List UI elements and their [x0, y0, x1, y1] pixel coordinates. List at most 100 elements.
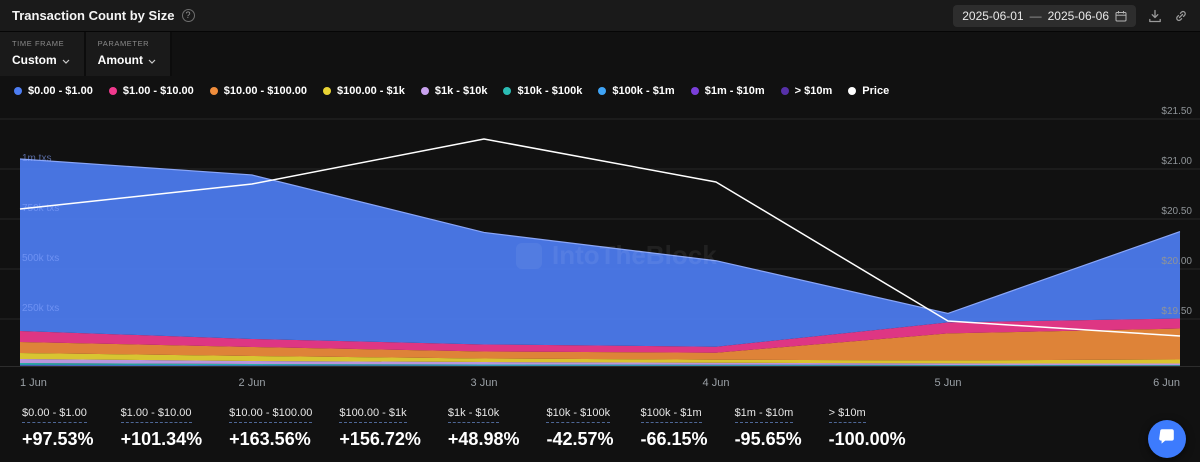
stat-label[interactable]: $10k - $100k: [546, 407, 611, 423]
legend-item[interactable]: $10k - $100k: [503, 85, 582, 97]
time-frame-label: TIME FRAME: [12, 39, 65, 48]
transaction-chart[interactable]: IntoTheBlock 1m txs 750k txs 500k txs 250k t…: [0, 101, 1200, 393]
stat-value: -66.15%: [640, 429, 708, 449]
stats-row: $0.00 - $1.00 +97.53% $1.00 - $10.00 +101.3…: [0, 393, 1200, 450]
x-axis-label: 6 Jun: [1153, 377, 1180, 389]
area-series: [20, 363, 1180, 366]
stat-label[interactable]: $100k - $1m: [640, 407, 702, 423]
stat-column: $1m - $10m -95.65%: [734, 403, 802, 450]
chat-bubble-icon: [1157, 427, 1177, 452]
date-range-start: 2025-06-01: [962, 8, 1024, 23]
stat-value: -100.00%: [828, 429, 906, 449]
header: Transaction Count by Size ? 2025-06-01 —…: [0, 0, 1200, 32]
chevron-down-icon: [148, 53, 156, 67]
tx-axis-label: 750k txs: [22, 203, 59, 214]
watermark: IntoTheBlock: [552, 240, 717, 270]
stat-label[interactable]: $0.00 - $1.00: [22, 407, 87, 423]
legend-item[interactable]: $1k - $10k: [420, 85, 488, 97]
area-series: [20, 353, 1180, 364]
stat-column: $100k - $1m -66.15%: [640, 403, 708, 450]
legend-item-label: $10k - $100k: [517, 85, 583, 97]
tx-axis-label: 500k txs: [22, 253, 59, 264]
stat-label[interactable]: $1.00 - $10.00: [120, 407, 192, 423]
x-axis-label: 4 Jun: [703, 377, 730, 389]
legend-item-label: Price: [862, 85, 890, 97]
legend-item[interactable]: $0.00 - $1.00: [14, 85, 93, 97]
controls-bar: TIME FRAME Custom PARAMETER Amount: [0, 32, 1200, 76]
stat-value: +163.56%: [229, 429, 311, 449]
legend-item[interactable]: $100.00 - $1k: [322, 85, 405, 97]
legend-item-label: $100.00 - $1k: [336, 85, 405, 97]
stat-column: $10.00 - $100.00 +163.56%: [229, 403, 313, 450]
info-icon[interactable]: ?: [181, 9, 195, 22]
link-icon[interactable]: [1174, 9, 1188, 23]
stat-label[interactable]: $1m - $10m: [734, 407, 794, 423]
legend-item-label: $0.00 - $1.00: [28, 85, 93, 97]
legend-item[interactable]: $1.00 - $10.00: [108, 85, 194, 97]
date-range-end: 2025-06-06: [1047, 8, 1109, 23]
x-axis-label: 1 Jun: [20, 377, 47, 389]
time-frame-value: Custom: [12, 53, 57, 67]
x-axis-label: 5 Jun: [935, 377, 962, 389]
legend-dot-icon: [598, 87, 607, 95]
chevron-down-icon: [62, 53, 70, 67]
legend-item[interactable]: $1m - $10m: [690, 85, 765, 97]
legend-dot-icon: [690, 87, 699, 95]
legend-dot-icon: [848, 87, 857, 95]
legend-item[interactable]: $100k - $1m: [598, 85, 675, 97]
watermark-logo-icon: [516, 243, 542, 269]
area-series: [20, 159, 1180, 347]
chart-area: IntoTheBlock 1m txs 750k txs 500k txs 250k t…: [0, 101, 1200, 393]
date-range-picker[interactable]: 2025-06-01 — 2025-06-06: [953, 4, 1136, 27]
legend-item[interactable]: > $10m: [780, 85, 833, 97]
stat-value: -95.65%: [734, 429, 802, 449]
legend-dot-icon: [14, 87, 22, 95]
download-icon[interactable]: [1148, 9, 1162, 23]
legend-item[interactable]: Price: [848, 85, 889, 97]
tx-axis-label: 1m txs: [22, 153, 51, 164]
legend-item-label: $10.00 - $100.00: [223, 85, 307, 97]
area-series: [20, 328, 1180, 361]
legend-item-label: $100k - $1m: [612, 85, 675, 97]
legend-item-label: $1m - $10m: [704, 85, 765, 97]
stat-label[interactable]: $1k - $10k: [447, 407, 500, 423]
stat-column: $1k - $10k +48.98%: [447, 403, 519, 450]
legend-item-label: $1k - $10k: [434, 85, 488, 97]
stat-value: -42.57%: [546, 429, 614, 449]
price-line: [19, 138, 1181, 337]
parameter-label: PARAMETER: [97, 39, 150, 48]
stat-column: $10k - $100k -42.57%: [546, 403, 614, 450]
legend-dot-icon: [108, 87, 117, 95]
price-axis-label: $21.50: [1161, 106, 1192, 117]
stat-value: +101.34%: [120, 429, 203, 449]
legend-item[interactable]: $10.00 - $100.00: [209, 85, 307, 97]
parameter-dropdown[interactable]: PARAMETER Amount: [85, 32, 172, 76]
area-series: [20, 359, 1180, 366]
price-axis-label: $19.50: [1161, 306, 1192, 317]
stat-label[interactable]: > $10m: [828, 407, 866, 423]
stat-label[interactable]: $10.00 - $100.00: [229, 407, 313, 423]
legend-item-label: > $10m: [794, 85, 833, 97]
legend-dot-icon: [322, 87, 331, 95]
calendar-icon: [1115, 10, 1127, 22]
stat-value: +97.53%: [22, 429, 94, 449]
stat-column: $0.00 - $1.00 +97.53%: [22, 403, 94, 450]
price-axis-label: $21.00: [1161, 156, 1192, 167]
area-top-edge: [19, 158, 1181, 315]
time-frame-dropdown[interactable]: TIME FRAME Custom: [0, 32, 86, 76]
stat-value: +156.72%: [339, 429, 421, 449]
legend-dot-icon: [780, 87, 789, 95]
tx-axis-label: 250k txs: [22, 303, 59, 314]
stat-column: > $10m -100.00%: [828, 403, 906, 450]
legend: $0.00 - $1.00 $1.00 - $10.00 $10.00 - $100…: [0, 76, 1200, 101]
area-series: [20, 365, 1180, 366]
legend-dot-icon: [503, 87, 512, 95]
stat-label[interactable]: $100.00 - $1k: [339, 407, 407, 423]
area-series: [20, 364, 1180, 366]
page-title: Transaction Count by Size: [12, 8, 175, 23]
chat-widget-button[interactable]: [1148, 420, 1186, 458]
date-range-separator: —: [1029, 8, 1042, 23]
area-series: [20, 318, 1180, 353]
x-axis-label: 3 Jun: [471, 377, 498, 389]
stat-column: $100.00 - $1k +156.72%: [339, 403, 421, 450]
